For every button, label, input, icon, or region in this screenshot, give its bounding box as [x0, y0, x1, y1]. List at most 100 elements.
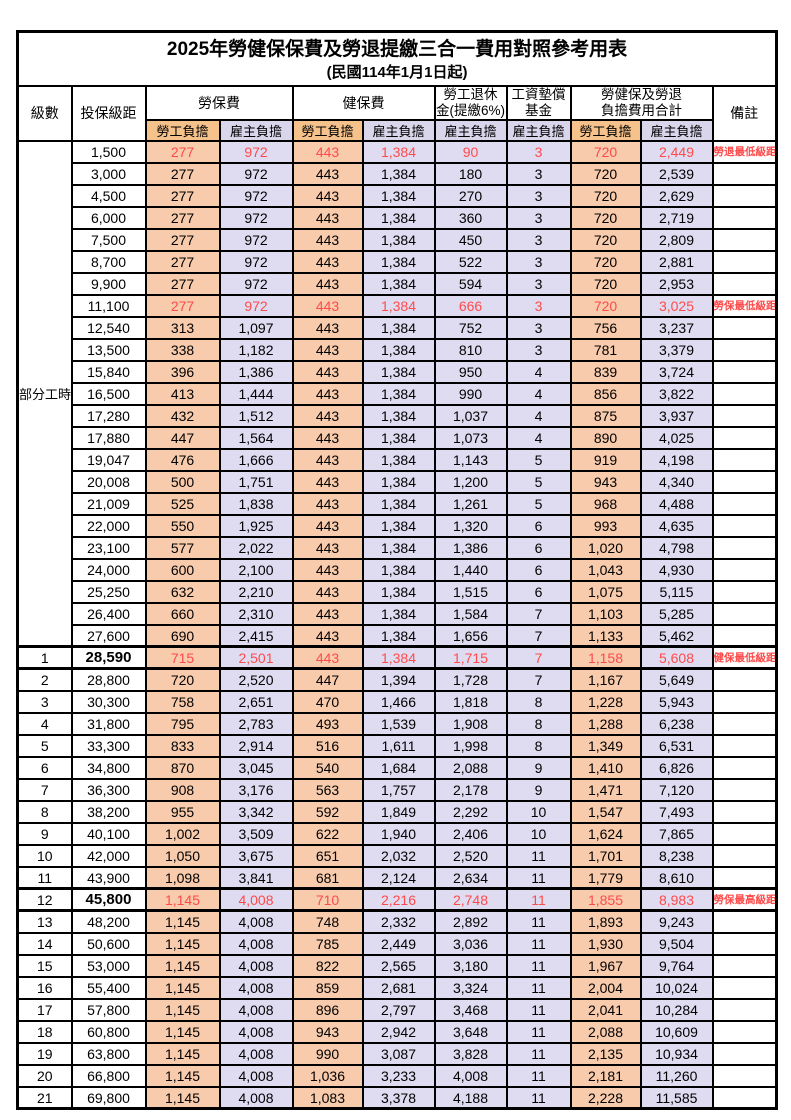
health-employer-cell: 1,394: [361, 667, 436, 692]
labor-employee-cell: 720: [144, 667, 221, 692]
table-row: 19 63,800 1,145 4,008 990 3,087 3,828 11 2,135 10…: [16, 1041, 778, 1066]
wage-fund-employer-cell: 4: [505, 425, 572, 450]
total-employee-cell: 720: [569, 227, 642, 252]
total-employee-cell: 1,930: [569, 931, 642, 956]
labor-employer-cell: 4,008: [218, 1063, 294, 1088]
labor-employer-cell: 2,783: [218, 711, 294, 736]
health-employer-cell: 2,449: [361, 931, 436, 956]
bracket-cell: 23,100: [70, 535, 147, 560]
labor-employee-cell: 277: [144, 205, 221, 230]
wage-fund-employer-cell: 3: [505, 227, 572, 252]
total-employer-cell: 3,025: [639, 293, 714, 318]
remark-cell: 勞保最高級距: [711, 887, 778, 913]
total-employee-cell: 890: [569, 425, 642, 450]
table-title-block: 2025年勞健保保費及勞退提繳三合一費用對照參考用表 (民國114年1月1日起): [16, 30, 778, 87]
remark-cell: [711, 403, 778, 428]
labor-employee-cell: 277: [144, 227, 221, 252]
total-employee-cell: 1,624: [569, 821, 642, 846]
page-subtitle: (民國114年1月1日起): [326, 63, 468, 81]
table-row: 1 28,590 715 2,501 443 1,384 1,715 7 1,158 5,608 健…: [16, 645, 778, 671]
health-employee-cell: 443: [291, 623, 364, 648]
header-bracket: 投保級距: [70, 84, 147, 142]
pension-employer-cell: 1,998: [433, 733, 508, 758]
bracket-cell: 28,800: [70, 667, 147, 692]
wage-fund-employer-cell: 3: [505, 205, 572, 230]
subheader-pension-employer: 雇主負擔: [433, 118, 508, 142]
table-row: 22,000 550 1,925 443 1,384 1,320 6 993 4,635: [18, 513, 778, 538]
pension-employer-cell: 3,468: [433, 997, 508, 1022]
total-employee-cell: 2,088: [569, 1019, 642, 1044]
wage-fund-employer-cell: 3: [505, 271, 572, 296]
bracket-cell: 1,500: [70, 139, 147, 164]
remark-cell: [711, 975, 778, 1000]
remark-cell: [711, 931, 778, 956]
table-row: 3 30,300 758 2,651 470 1,466 1,818 8 1,228 5,943: [16, 689, 778, 714]
health-employer-cell: 1,384: [361, 601, 436, 626]
bracket-cell: 8,700: [70, 249, 147, 274]
header-total: 勞健保及勞退 負擔費用合計: [569, 84, 714, 121]
total-employee-cell: 720: [569, 205, 642, 230]
labor-employee-cell: 550: [144, 513, 221, 538]
bracket-cell: 3,000: [70, 161, 147, 186]
wage-fund-employer-cell: 11: [505, 1019, 572, 1044]
level-cell: 14: [16, 931, 73, 956]
bracket-cell: 4,500: [70, 183, 147, 208]
labor-employer-cell: 972: [218, 205, 294, 230]
total-employer-cell: 5,943: [639, 689, 714, 714]
total-employee-cell: 1,410: [569, 755, 642, 780]
total-employee-cell: 1,228: [569, 689, 642, 714]
total-employee-cell: 1,043: [569, 557, 642, 582]
health-employee-cell: 990: [291, 1041, 364, 1066]
table-row: 13 48,200 1,145 4,008 748 2,332 2,892 11 1,893 9,…: [16, 909, 778, 934]
labor-employer-cell: 4,008: [218, 887, 294, 913]
labor-employer-cell: 1,444: [218, 381, 294, 406]
pension-employer-cell: 1,715: [433, 645, 508, 671]
bracket-cell: 21,009: [70, 491, 147, 516]
labor-employee-cell: 758: [144, 689, 221, 714]
total-employer-cell: 5,462: [639, 623, 714, 648]
health-employer-cell: 2,942: [361, 1019, 436, 1044]
wage-fund-employer-cell: 7: [505, 623, 572, 648]
total-employee-cell: 2,135: [569, 1041, 642, 1066]
labor-employee-cell: 955: [144, 799, 221, 824]
labor-employer-cell: 1,386: [218, 359, 294, 384]
health-employee-cell: 896: [291, 997, 364, 1022]
bracket-cell: 27,600: [70, 623, 147, 648]
total-employer-cell: 7,120: [639, 777, 714, 802]
wage-fund-employer-cell: 3: [505, 337, 572, 362]
health-employee-cell: 710: [291, 887, 364, 913]
bracket-cell: 42,000: [70, 843, 147, 868]
pension-employer-cell: 950: [433, 359, 508, 384]
labor-employee-cell: 600: [144, 557, 221, 582]
table-row: 23,100 577 2,022 443 1,384 1,386 6 1,020 4,798: [18, 535, 778, 560]
level-cell: 17: [16, 997, 73, 1022]
pension-employer-cell: 594: [433, 271, 508, 296]
table-row: 10 42,000 1,050 3,675 651 2,032 2,520 11 1,701 8,…: [16, 843, 778, 868]
health-employer-cell: 1,384: [361, 513, 436, 538]
labor-employer-cell: 3,045: [218, 755, 294, 780]
labor-employee-cell: 1,050: [144, 843, 221, 868]
health-employee-cell: 443: [291, 645, 364, 671]
labor-employer-cell: 2,651: [218, 689, 294, 714]
labor-employee-cell: 1,145: [144, 1019, 221, 1044]
remark-cell: 勞保最低級距: [711, 293, 778, 318]
total-employer-cell: 11,585: [639, 1085, 714, 1110]
labor-employer-cell: 1,666: [218, 447, 294, 472]
table-row: 7 36,300 908 3,176 563 1,757 2,178 9 1,471 7,120: [16, 777, 778, 802]
wage-fund-employer-cell: 10: [505, 799, 572, 824]
total-employee-cell: 1,167: [569, 667, 642, 692]
pension-employer-cell: 3,180: [433, 953, 508, 978]
health-employee-cell: 748: [291, 909, 364, 934]
wage-fund-employer-cell: 11: [505, 953, 572, 978]
table-row: 7,500 277 972 443 1,384 450 3 720 2,809: [18, 227, 778, 252]
table-row: 16 55,400 1,145 4,008 859 2,681 3,324 11 2,004 10…: [16, 975, 778, 1000]
wage-fund-employer-cell: 6: [505, 513, 572, 538]
wage-fund-employer-cell: 11: [505, 887, 572, 913]
labor-employee-cell: 1,145: [144, 887, 221, 913]
labor-employer-cell: 2,022: [218, 535, 294, 560]
total-employer-cell: 2,449: [639, 139, 714, 164]
total-employee-cell: 756: [569, 315, 642, 340]
labor-employer-cell: 972: [218, 227, 294, 252]
wage-fund-employer-cell: 7: [505, 667, 572, 692]
header-group-row: 級數 投保級距 勞保費 健保費 勞工退休 金(提繳6%) 工資墊償 基金 勞健保…: [16, 84, 778, 142]
